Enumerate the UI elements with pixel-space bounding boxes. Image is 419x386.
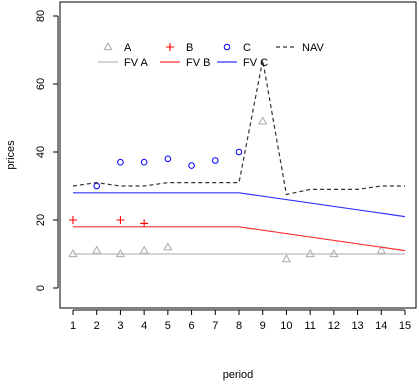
x-tick-label: 12 [328,320,340,332]
point-b [140,219,149,228]
y-tick-label: 60 [35,78,47,90]
legend-label-c: C [243,42,251,54]
point-c [140,158,148,166]
legend: A B C NAV FV A FV B FV C [98,41,324,69]
point-c [117,158,124,166]
legend-label-a: A [124,42,132,54]
legend-label-fv-a: FV A [124,57,149,69]
point-a [115,248,126,258]
x-tick-label: 2 [94,320,100,332]
point-b [116,216,125,224]
point-c [211,157,219,164]
y-axis: 0 20 40 60 80 [35,10,59,291]
x-tick-label: 8 [236,320,242,332]
x-tick-label: 15 [399,320,411,332]
x-tick-label: 7 [212,320,218,332]
point-b [69,216,77,224]
point-a [305,248,315,258]
point-a [258,116,268,125]
x-axis: 1 2 3 4 5 6 7 8 9 10 11 12 13 14 15 [70,309,411,332]
plot-box [59,1,417,309]
legend-label-fv-b: FV B [186,57,210,69]
x-tick-label: 6 [189,320,195,332]
point-a [376,245,386,254]
point-a [68,248,78,258]
y-axis-label: prices [5,140,17,170]
x-tick-label: 5 [165,320,171,332]
x-tick-label: 1 [70,320,76,332]
legend-label-fv-c: FV C [243,57,268,69]
point-c [164,155,172,163]
x-tick-label: 10 [280,320,292,332]
point-a [281,254,292,263]
legend-label-nav: NAV [302,42,324,54]
point-a [329,248,339,258]
y-tick-label: 0 [35,285,47,291]
series-line-fv-b [73,226,406,252]
x-tick-label: 11 [304,320,315,332]
point-c [188,162,195,169]
legend-symbol-b [166,43,174,51]
series-layer [68,60,406,263]
point-c [93,182,101,190]
point-c [235,148,243,156]
x-tick-label: 3 [117,320,123,332]
y-tick-label: 80 [35,10,47,22]
x-tick-label: 9 [260,320,266,332]
x-axis-label: period [223,369,254,381]
x-tick-label: 13 [351,320,363,332]
legend-symbol-c [223,43,231,51]
legend-label-b: B [186,42,193,54]
y-tick-label: 20 [35,214,47,226]
point-a [92,245,102,254]
x-tick-label: 14 [375,320,387,332]
series-line-fv-c [73,192,406,218]
x-tick-label: 4 [141,320,147,332]
point-a [163,242,173,251]
series-line-nav [72,60,405,196]
point-a [139,245,149,254]
y-tick-label: 40 [35,146,47,158]
legend-symbol-a [103,41,113,51]
